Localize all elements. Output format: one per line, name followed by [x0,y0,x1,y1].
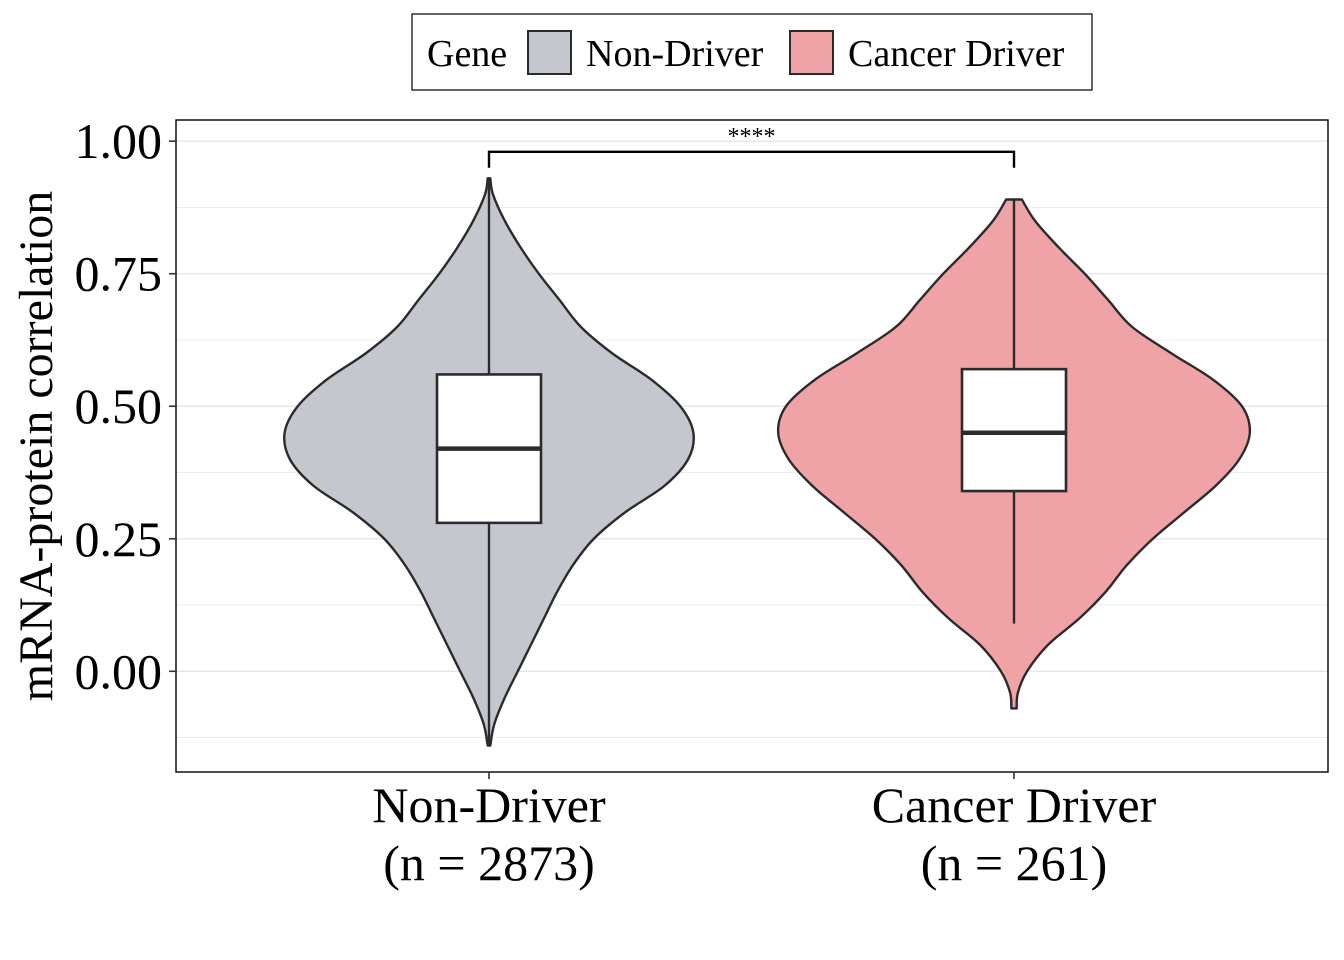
y-tick-label-1: 0.25 [75,511,163,567]
panel-border [175,119,1329,773]
x-tick-sublabel-1: (n = 261) [921,835,1108,891]
x-tick-label-0: Non-Driver [372,777,606,833]
legend-swatch-non-driver [527,30,572,75]
legend: Gene Non-Driver Cancer Driver [411,13,1093,91]
x-tick-sublabel-0: (n = 2873) [383,835,595,891]
y-tick-label-0: 0.00 [75,643,163,699]
box-cancer-driver [960,367,1068,493]
legend-title: Gene [427,33,507,75]
plot-panel: **** [175,119,1329,773]
legend-frame [411,13,1093,91]
y-tick-label-2: 0.50 [75,378,163,434]
y-tick-label-3: 0.75 [75,246,163,302]
x-axis: Non-Driver(n = 2873) Cancer Driver(n = 26… [372,772,1157,891]
significance-line [487,150,1016,168]
legend-swatch-cancer-driver [789,30,834,75]
y-tick-label-4: 1.00 [75,113,163,169]
x-tick-label-1: Cancer Driver [872,777,1157,833]
significance-label: **** [728,124,776,150]
y-axis: 0.00 0.25 0.50 0.75 1.00 [75,113,176,699]
y-axis-label: mRNA-protein correlation [10,191,63,702]
legend-label-non-driver: Non-Driver [586,33,764,75]
significance-bracket: **** [487,124,1016,168]
legend-label-cancer-driver: Cancer Driver [848,33,1065,75]
boxplots [435,178,1068,746]
